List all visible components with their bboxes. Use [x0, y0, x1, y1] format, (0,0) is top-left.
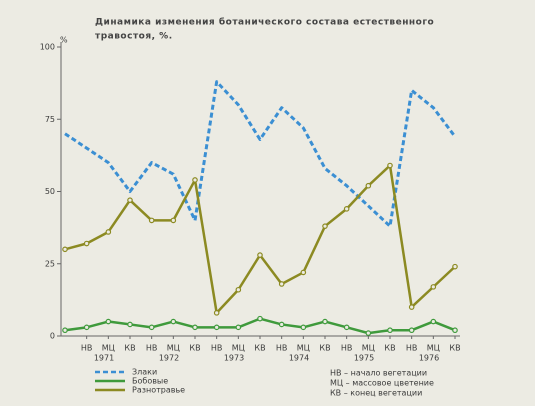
chart-title: Динамика изменения ботанического состава… — [95, 17, 434, 28]
chart-title: травостоя, %. — [95, 32, 173, 42]
legend-label: Бобовые — [132, 377, 168, 386]
series-marker — [213, 324, 220, 331]
series-marker — [278, 281, 285, 287]
series-marker — [83, 240, 90, 247]
series-marker — [300, 269, 307, 276]
series-marker — [322, 223, 328, 229]
note: НВ – начало вегетации — [330, 369, 427, 378]
series-marker — [408, 304, 415, 310]
series-marker — [127, 197, 133, 203]
year-label: 1972 — [159, 354, 179, 363]
series-marker — [127, 321, 133, 328]
series-marker — [148, 324, 155, 331]
note: МЦ – массовое цветение — [330, 379, 434, 388]
x-tick-label: НВ — [406, 344, 418, 353]
x-tick-label: НВ — [81, 344, 93, 353]
series-line — [64, 80, 457, 228]
series-marker — [105, 318, 112, 325]
x-tick-label: МЦ — [362, 344, 375, 353]
series-marker — [192, 324, 198, 331]
y-tick-label: 100 — [40, 43, 55, 52]
series-marker — [408, 327, 415, 334]
series-marker — [213, 310, 220, 316]
x-tick-label: МЦ — [102, 344, 115, 353]
series-marker — [170, 217, 177, 224]
year-label: 1971 — [94, 354, 114, 363]
legend-label: Разнотравье — [132, 386, 185, 395]
series-marker — [83, 324, 90, 331]
series-marker — [322, 318, 328, 325]
y-axis-label: % — [60, 36, 68, 45]
y-tick-label: 75 — [45, 115, 55, 124]
x-tick-label: КВ — [124, 344, 135, 353]
series-marker — [235, 324, 242, 331]
y-tick-label: 0 — [50, 332, 55, 341]
series-marker — [257, 315, 263, 322]
x-tick-label: МЦ — [232, 344, 245, 353]
series-marker — [62, 246, 68, 253]
series-marker — [105, 229, 112, 235]
x-tick-label: НВ — [146, 344, 158, 353]
series-marker — [343, 324, 350, 331]
x-tick-label: КВ — [254, 344, 265, 353]
year-label: 1974 — [289, 354, 309, 363]
year-label: 1975 — [354, 354, 374, 363]
note: КВ – конец вегетации — [330, 389, 422, 398]
series-marker — [430, 284, 437, 290]
x-tick-label: КВ — [449, 344, 460, 353]
series-marker — [343, 206, 350, 212]
x-tick-label: КВ — [319, 344, 330, 353]
series-marker — [192, 177, 198, 183]
series-marker — [365, 330, 372, 336]
series-marker — [235, 286, 242, 293]
x-tick-label: МЦ — [427, 344, 440, 353]
series-marker — [430, 318, 437, 325]
series-marker — [365, 182, 372, 189]
series-marker — [278, 321, 285, 328]
series-marker — [148, 217, 155, 224]
series-marker — [257, 252, 263, 258]
x-tick-label: МЦ — [297, 344, 310, 353]
series-line — [64, 164, 456, 315]
year-label: 1973 — [224, 354, 244, 363]
x-tick-label: МЦ — [167, 344, 180, 353]
y-tick-label: 25 — [45, 259, 55, 268]
x-tick-label: НВ — [341, 344, 353, 353]
series-marker — [452, 327, 458, 334]
legend-label: Злаки — [132, 368, 157, 377]
x-tick-label: НВ — [276, 344, 288, 353]
series-marker — [62, 327, 68, 334]
series-marker — [387, 162, 393, 169]
y-tick-label: 50 — [45, 187, 55, 196]
year-label: 1976 — [419, 354, 439, 363]
series-marker — [452, 263, 458, 270]
x-tick-label: НВ — [211, 344, 223, 353]
series-marker — [387, 327, 393, 334]
series-marker — [300, 324, 307, 331]
series-marker — [170, 318, 177, 325]
x-tick-label: КВ — [384, 344, 395, 353]
x-tick-label: КВ — [189, 344, 200, 353]
